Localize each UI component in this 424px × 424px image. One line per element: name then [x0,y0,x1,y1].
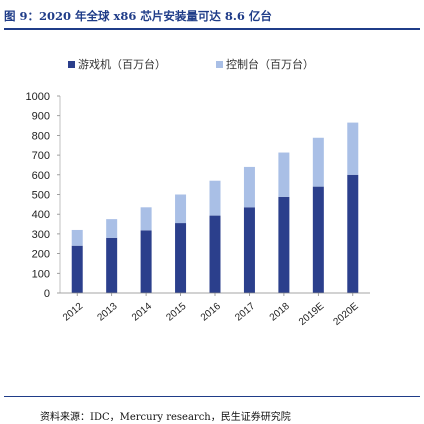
bar-console-2014 [140,207,152,231]
y-tick-label: 0 [44,288,50,300]
bar-console-2012 [71,229,83,246]
footer-rule [4,396,420,397]
bar-console-2013 [106,219,118,238]
y-tick-label: 500 [32,190,50,202]
x-axis: 2012 2013 2014 2015 2016 2017 2018 2019E 2020E [60,292,370,328]
title-underline [4,28,420,30]
legend-swatch-1 [216,61,223,68]
bar-game-2019E [312,186,324,293]
x-tick-label: 2020E [331,301,360,328]
bar-game-2013 [106,237,118,293]
bar-console-2020E [347,122,359,175]
bar-game-2012 [71,245,83,293]
y-tick-label: 400 [32,209,50,221]
y-tick-label: 300 [32,229,50,241]
legend-swatch-0 [68,61,75,68]
legend: 游戏机（百万台） 控制台（百万台） [68,57,314,71]
x-tick-label: 2012 [61,301,85,324]
source-note: 资料来源：IDC，Mercury research，民生证券研究院 [40,412,291,423]
x-tick-label: 2017 [233,301,257,324]
bar-console-2016 [209,180,221,216]
x-tick-label: 2014 [130,301,154,324]
bar-game-2018 [278,196,290,293]
x-tick-label: 2013 [95,301,119,324]
legend-label-0: 游戏机（百万台） [78,57,166,71]
y-tick-label: 1000 [26,91,50,103]
bar-console-2019E [312,137,324,187]
bar-game-2017 [243,207,255,293]
bar-game-2015 [175,223,187,293]
bar-game-2020E [347,174,359,293]
bar-console-2017 [243,166,255,208]
y-tick-label: 800 [32,130,50,142]
y-tick-label: 700 [32,150,50,162]
chart-title: 图 9：2020 年全球 x86 芯片安装量可达 8.6 亿台 [4,9,272,23]
bar-console-2018 [278,152,290,197]
bar-console-2015 [175,194,187,224]
bar-game-2014 [140,230,152,293]
y-tick-label: 200 [32,249,50,261]
y-tick-label: 900 [32,111,50,123]
y-tick-label: 100 [32,268,50,280]
bars [71,122,359,293]
y-axis: 0 100 200 300 400 500 600 700 800 900 1000 [26,91,61,300]
x-tick-label: 2018 [268,301,292,324]
title-block: 图 9：2020 年全球 x86 芯片安装量可达 8.6 亿台 [4,8,420,30]
bar-game-2016 [209,215,221,293]
x-tick-label: 2019E [297,301,326,328]
y-tick-label: 600 [32,170,50,182]
x-tick-label: 2015 [164,301,188,324]
legend-label-1: 控制台（百万台） [226,57,314,71]
x-tick-label: 2016 [199,301,223,324]
